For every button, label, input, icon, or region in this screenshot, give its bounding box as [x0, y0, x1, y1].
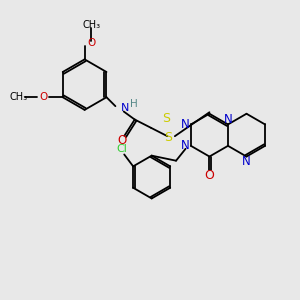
Text: O: O: [205, 169, 214, 182]
Text: N: N: [181, 139, 190, 152]
Text: O: O: [39, 92, 47, 102]
Text: N: N: [181, 118, 190, 131]
Text: N: N: [242, 155, 251, 168]
Text: N: N: [121, 103, 129, 113]
Text: O: O: [118, 134, 127, 147]
Text: CH₃: CH₃: [82, 20, 100, 30]
Text: S: S: [164, 130, 172, 144]
Text: H: H: [130, 99, 138, 109]
Text: O: O: [87, 38, 95, 48]
Text: N: N: [224, 112, 232, 126]
Text: CH₃: CH₃: [10, 92, 28, 102]
Text: S: S: [162, 112, 170, 125]
Text: Cl: Cl: [116, 144, 127, 154]
